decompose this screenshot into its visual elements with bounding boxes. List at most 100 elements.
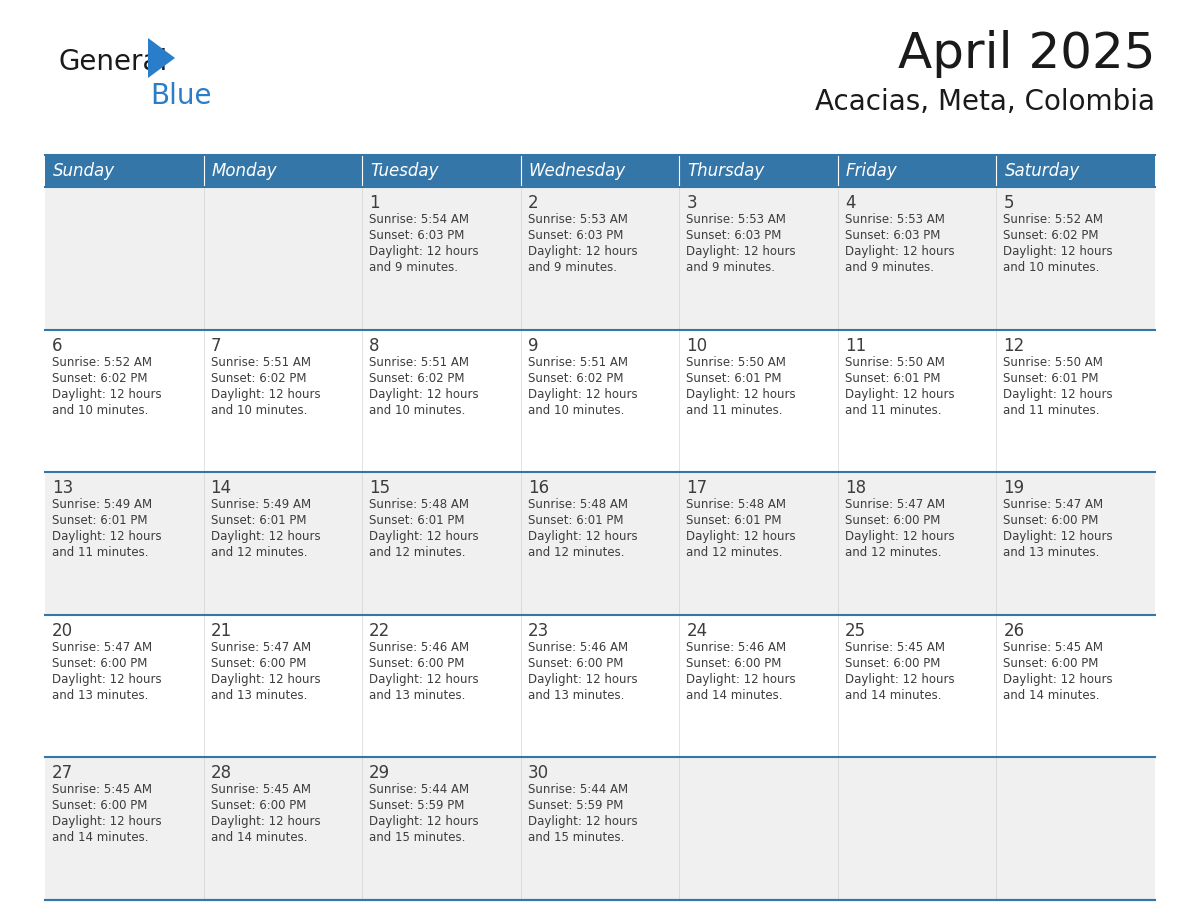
Text: Sunrise: 5:50 AM: Sunrise: 5:50 AM: [687, 355, 786, 369]
Text: Daylight: 12 hours: Daylight: 12 hours: [527, 387, 637, 400]
Text: Sunrise: 5:44 AM: Sunrise: 5:44 AM: [527, 783, 627, 797]
Text: and 14 minutes.: and 14 minutes.: [52, 832, 148, 845]
Text: 23: 23: [527, 621, 549, 640]
Text: and 10 minutes.: and 10 minutes.: [52, 404, 148, 417]
Text: Sunrise: 5:47 AM: Sunrise: 5:47 AM: [845, 498, 944, 511]
Bar: [520, 330, 680, 472]
Text: Sunrise: 5:53 AM: Sunrise: 5:53 AM: [687, 213, 786, 226]
Text: Daylight: 12 hours: Daylight: 12 hours: [52, 815, 162, 828]
Text: Sunrise: 5:44 AM: Sunrise: 5:44 AM: [369, 783, 469, 797]
Text: and 12 minutes.: and 12 minutes.: [210, 546, 307, 559]
Text: Sunrise: 5:50 AM: Sunrise: 5:50 AM: [1004, 355, 1104, 369]
Text: Sunset: 6:01 PM: Sunset: 6:01 PM: [845, 372, 941, 385]
Text: and 10 minutes.: and 10 minutes.: [369, 404, 466, 417]
Bar: [997, 615, 1155, 757]
Text: 3: 3: [687, 194, 697, 212]
Text: 26: 26: [1004, 621, 1024, 640]
Text: 15: 15: [369, 479, 391, 498]
Text: and 12 minutes.: and 12 minutes.: [687, 546, 783, 559]
Text: Sunset: 6:03 PM: Sunset: 6:03 PM: [369, 229, 465, 242]
Text: Sunset: 6:00 PM: Sunset: 6:00 PM: [845, 656, 940, 670]
Text: Sunset: 6:00 PM: Sunset: 6:00 PM: [52, 656, 147, 670]
Text: Daylight: 12 hours: Daylight: 12 hours: [210, 531, 321, 543]
Text: 24: 24: [687, 621, 707, 640]
Text: Thursday: Thursday: [688, 162, 765, 180]
Text: Sunrise: 5:54 AM: Sunrise: 5:54 AM: [369, 213, 469, 226]
Text: Sunrise: 5:51 AM: Sunrise: 5:51 AM: [369, 355, 469, 369]
Text: Sunset: 6:03 PM: Sunset: 6:03 PM: [527, 229, 623, 242]
Bar: [520, 615, 680, 757]
Text: 14: 14: [210, 479, 232, 498]
Text: Daylight: 12 hours: Daylight: 12 hours: [687, 673, 796, 686]
Bar: [203, 155, 362, 187]
Text: Sunrise: 5:49 AM: Sunrise: 5:49 AM: [52, 498, 152, 511]
Text: Daylight: 12 hours: Daylight: 12 hours: [210, 673, 321, 686]
Text: Friday: Friday: [846, 162, 898, 180]
Text: and 10 minutes.: and 10 minutes.: [527, 404, 624, 417]
Text: Sunrise: 5:47 AM: Sunrise: 5:47 AM: [1004, 498, 1104, 511]
Text: Sunrise: 5:51 AM: Sunrise: 5:51 AM: [210, 355, 310, 369]
Text: Sunset: 6:01 PM: Sunset: 6:01 PM: [52, 514, 147, 527]
Text: Sunset: 6:03 PM: Sunset: 6:03 PM: [845, 229, 940, 242]
Text: 21: 21: [210, 621, 232, 640]
Text: 13: 13: [52, 479, 74, 498]
Text: Sunrise: 5:46 AM: Sunrise: 5:46 AM: [527, 641, 627, 654]
Text: Sunset: 6:02 PM: Sunset: 6:02 PM: [369, 372, 465, 385]
Bar: [45, 472, 203, 615]
Text: Tuesday: Tuesday: [371, 162, 438, 180]
Text: 20: 20: [52, 621, 74, 640]
Text: and 15 minutes.: and 15 minutes.: [527, 832, 624, 845]
Text: and 14 minutes.: and 14 minutes.: [1004, 688, 1100, 701]
Text: Sunset: 6:01 PM: Sunset: 6:01 PM: [1004, 372, 1099, 385]
Text: 9: 9: [527, 337, 538, 354]
Text: 8: 8: [369, 337, 380, 354]
Text: Daylight: 12 hours: Daylight: 12 hours: [527, 245, 637, 258]
Bar: [520, 757, 680, 900]
Bar: [362, 155, 520, 187]
Bar: [997, 155, 1155, 187]
Text: Daylight: 12 hours: Daylight: 12 hours: [369, 673, 479, 686]
Bar: [362, 472, 520, 615]
Bar: [680, 187, 838, 330]
Text: 18: 18: [845, 479, 866, 498]
Text: Sunrise: 5:45 AM: Sunrise: 5:45 AM: [845, 641, 944, 654]
Text: Daylight: 12 hours: Daylight: 12 hours: [845, 387, 954, 400]
Bar: [997, 330, 1155, 472]
Text: Sunrise: 5:45 AM: Sunrise: 5:45 AM: [210, 783, 310, 797]
Text: Sunset: 5:59 PM: Sunset: 5:59 PM: [369, 800, 465, 812]
Bar: [203, 472, 362, 615]
Text: Daylight: 12 hours: Daylight: 12 hours: [369, 245, 479, 258]
Bar: [680, 757, 838, 900]
Bar: [997, 187, 1155, 330]
Text: Daylight: 12 hours: Daylight: 12 hours: [369, 387, 479, 400]
Text: Sunset: 6:00 PM: Sunset: 6:00 PM: [1004, 656, 1099, 670]
Text: and 13 minutes.: and 13 minutes.: [527, 688, 624, 701]
Text: Sunrise: 5:48 AM: Sunrise: 5:48 AM: [687, 498, 786, 511]
Bar: [45, 757, 203, 900]
Text: and 11 minutes.: and 11 minutes.: [687, 404, 783, 417]
Text: and 11 minutes.: and 11 minutes.: [52, 546, 148, 559]
Bar: [520, 187, 680, 330]
Text: Sunrise: 5:49 AM: Sunrise: 5:49 AM: [210, 498, 311, 511]
Polygon shape: [148, 38, 175, 78]
Text: Daylight: 12 hours: Daylight: 12 hours: [1004, 245, 1113, 258]
Text: Sunset: 6:00 PM: Sunset: 6:00 PM: [687, 656, 782, 670]
Text: and 14 minutes.: and 14 minutes.: [687, 688, 783, 701]
Text: and 11 minutes.: and 11 minutes.: [845, 404, 941, 417]
Text: Sunset: 6:00 PM: Sunset: 6:00 PM: [527, 656, 623, 670]
Bar: [680, 615, 838, 757]
Text: and 9 minutes.: and 9 minutes.: [369, 261, 459, 274]
Text: Sunset: 6:01 PM: Sunset: 6:01 PM: [687, 372, 782, 385]
Bar: [203, 757, 362, 900]
Text: Daylight: 12 hours: Daylight: 12 hours: [1004, 673, 1113, 686]
Text: 5: 5: [1004, 194, 1013, 212]
Text: Sunset: 6:00 PM: Sunset: 6:00 PM: [1004, 514, 1099, 527]
Text: Daylight: 12 hours: Daylight: 12 hours: [845, 673, 954, 686]
Text: April 2025: April 2025: [897, 30, 1155, 78]
Bar: [362, 615, 520, 757]
Text: Sunset: 6:01 PM: Sunset: 6:01 PM: [527, 514, 624, 527]
Text: Sunrise: 5:53 AM: Sunrise: 5:53 AM: [527, 213, 627, 226]
Text: Daylight: 12 hours: Daylight: 12 hours: [1004, 387, 1113, 400]
Text: Sunset: 6:02 PM: Sunset: 6:02 PM: [527, 372, 624, 385]
Text: Sunset: 6:00 PM: Sunset: 6:00 PM: [845, 514, 940, 527]
